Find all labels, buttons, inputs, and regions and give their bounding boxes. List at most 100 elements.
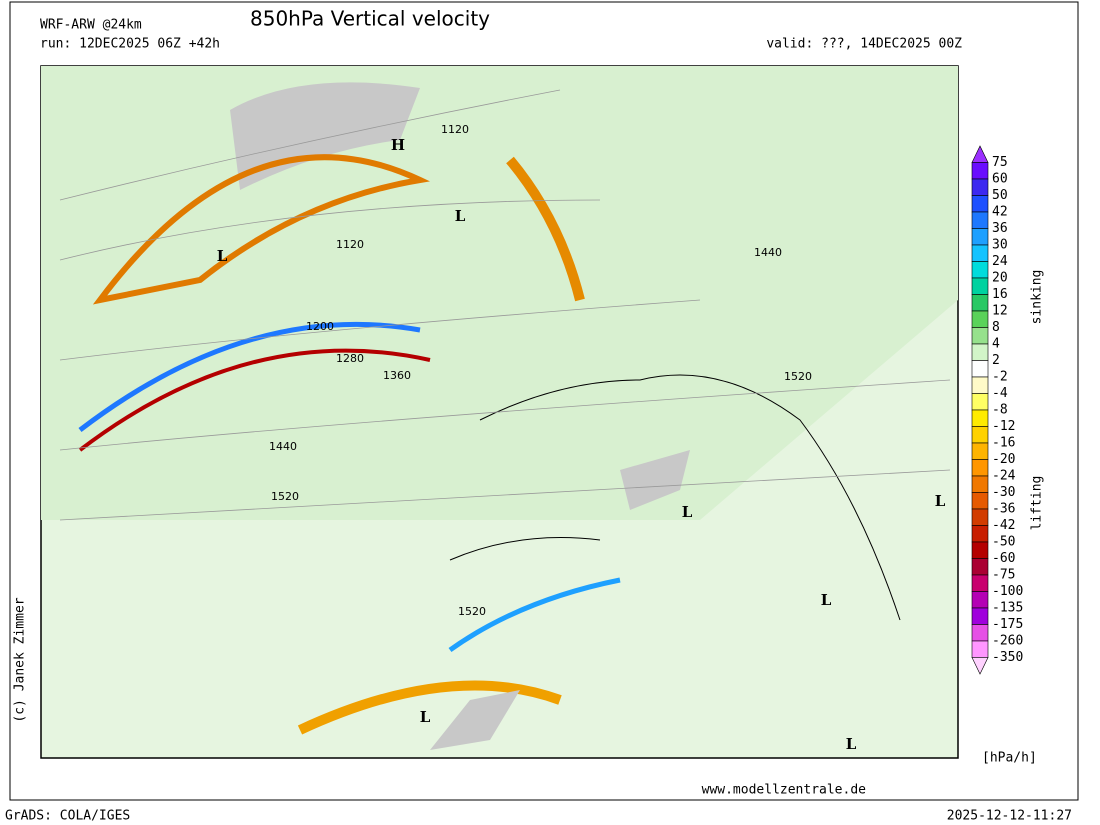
colorbar-label: 8 <box>992 320 1000 335</box>
colorbar-label: -36 <box>992 502 1015 517</box>
band <box>506 156 585 302</box>
pressure-label: H <box>391 136 405 154</box>
terrain <box>430 690 520 750</box>
colorbar-triangle <box>971 657 989 675</box>
band <box>297 680 562 735</box>
contour-label: 1280 <box>336 352 364 365</box>
colorbar-label: -30 <box>992 485 1015 500</box>
colorbar-box <box>971 360 989 378</box>
contour-label: 1440 <box>754 246 782 259</box>
colorbar-label: -350 <box>992 650 1023 665</box>
colorbar-box <box>971 327 989 345</box>
colorbar-label: 24 <box>992 254 1008 269</box>
pressure-label: L <box>935 492 946 510</box>
colorbar-box <box>971 376 989 394</box>
colorbar-box <box>971 558 989 576</box>
contour-label: 1520 <box>784 370 812 383</box>
contour-label: 1360 <box>383 369 411 382</box>
contour-label: 1120 <box>336 238 364 251</box>
timestamp: 2025-12-12-11:27 <box>947 809 1072 824</box>
copyright: (c) Janek Zimmer <box>13 597 28 722</box>
colorbar-label: 4 <box>992 337 1000 352</box>
colorbar-box <box>971 442 989 460</box>
frame <box>9 1 1079 801</box>
pressure-label: L <box>217 247 228 265</box>
colorbar-box <box>971 310 989 328</box>
colorbar-label: -2 <box>992 370 1008 385</box>
pressure-label: L <box>846 735 857 753</box>
sinking-label: sinking <box>1030 270 1045 325</box>
colorbar-label: -75 <box>992 568 1015 583</box>
colorbar-label: 12 <box>992 304 1008 319</box>
model: WRF-ARW @24km <box>40 18 142 33</box>
band <box>78 348 431 452</box>
colorbar-box <box>971 640 989 658</box>
colorbar-triangle <box>971 145 989 163</box>
colorbar-box <box>971 508 989 526</box>
lifting-label: lifting <box>1030 476 1045 531</box>
unit: [hPa/h] <box>982 751 1037 766</box>
colorbar-label: 75 <box>992 155 1008 170</box>
colorbar-label: -24 <box>992 469 1016 484</box>
colorbar-label: -50 <box>992 535 1015 550</box>
colorbar-box <box>971 409 989 427</box>
band <box>78 321 421 432</box>
colorbar-label: -60 <box>992 551 1015 566</box>
colorbar-label: 30 <box>992 238 1008 253</box>
valid: valid: ???, 14DEC2025 00Z <box>766 37 962 52</box>
colorbar-box <box>971 475 989 493</box>
colorbar-label: -175 <box>992 617 1023 632</box>
colorbar-label: -16 <box>992 436 1015 451</box>
contour-label: 1200 <box>306 320 334 333</box>
colorbar-box <box>971 492 989 510</box>
contour-label: 1520 <box>271 490 299 503</box>
contour-label: 1120 <box>441 123 469 136</box>
colorbar-label: 42 <box>992 205 1008 220</box>
colorbar-box <box>971 624 989 642</box>
colorbar-box <box>971 525 989 543</box>
colorbar-box <box>971 211 989 229</box>
map <box>40 65 959 759</box>
colorbar-label: -42 <box>992 518 1015 533</box>
colorbar-box <box>971 277 989 295</box>
colorbar-box <box>971 195 989 213</box>
colorbar-box <box>971 426 989 444</box>
colorbar-label: -8 <box>992 403 1008 418</box>
contour-label: 1520 <box>458 605 486 618</box>
colorbar-label: -4 <box>992 386 1008 401</box>
colorbar-label: -260 <box>992 634 1023 649</box>
pressure-label: L <box>420 708 431 726</box>
colorbar-box <box>971 393 989 411</box>
colorbar-box <box>971 343 989 361</box>
colorbar-label: -12 <box>992 419 1015 434</box>
pressure-label: L <box>455 207 466 225</box>
colorbar-box <box>971 244 989 262</box>
colorbar-label: 36 <box>992 221 1008 236</box>
colorbar-box <box>971 261 989 279</box>
colorbar-box <box>971 178 989 196</box>
colorbar-box <box>971 162 989 180</box>
colorbar-label: 50 <box>992 188 1008 203</box>
title: 850hPa Vertical velocity <box>250 7 490 31</box>
terrain <box>620 450 690 510</box>
colorbar-box <box>971 228 989 246</box>
colorbar-label: -20 <box>992 452 1015 467</box>
colorbar-box <box>971 607 989 625</box>
website: www.modellzentrale.de <box>702 783 867 798</box>
contour-label: 1440 <box>269 440 297 453</box>
colorbar-box <box>971 591 989 609</box>
colorbar-label: -100 <box>992 584 1023 599</box>
colorbar-label: -135 <box>992 601 1023 616</box>
run: run: 12DEC2025 06Z +42h <box>40 37 220 52</box>
band <box>92 154 430 305</box>
colorbar-label: 16 <box>992 287 1008 302</box>
field <box>41 66 958 520</box>
software: GrADS: COLA/IGES <box>5 809 130 824</box>
colorbar-box <box>971 459 989 477</box>
colorbar-box <box>971 294 989 312</box>
colorbar-label: 20 <box>992 271 1008 286</box>
pressure-label: L <box>821 591 832 609</box>
pressure-label: L <box>682 503 693 521</box>
colorbar-box <box>971 574 989 592</box>
